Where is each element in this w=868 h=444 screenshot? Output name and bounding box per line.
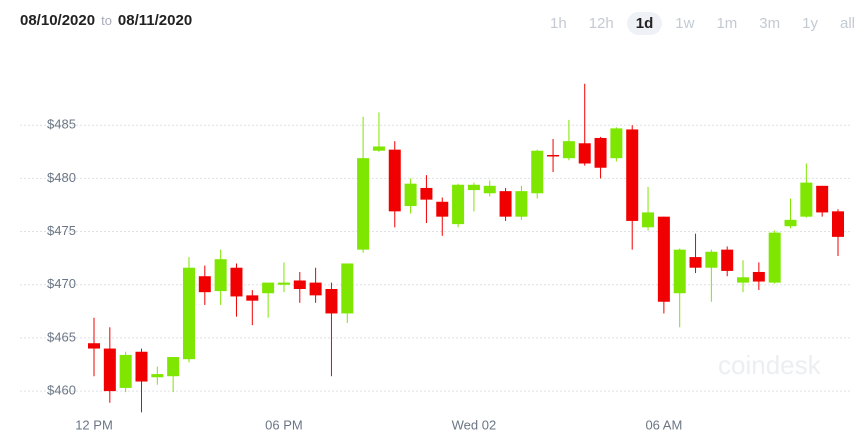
candle-body [372,146,385,151]
x-tick-label: Wed 02 [452,417,497,432]
x-tick-label: 06 PM [265,417,303,432]
candle-body [705,251,718,268]
candle-body [784,219,797,227]
to-word: to [101,13,112,28]
candle-body [198,276,211,293]
range-button[interactable]: 12h [588,15,614,32]
candle-body [562,141,575,159]
y-tick-label: $470 [47,276,76,291]
candle-body [436,201,449,217]
candle-body [594,137,607,168]
candle-body [357,158,370,250]
range-button[interactable]: 1y [802,15,818,32]
range-button[interactable]: 1m [716,15,738,32]
range-button[interactable]: 1d [626,12,663,35]
x-tick-label: 06 AM [645,417,682,432]
candle-body [167,357,180,377]
watermark: coindesk [718,350,822,380]
candle-body [547,154,560,157]
range-button[interactable]: 1h [550,15,567,32]
range-buttons: 1h 12h 1d 1w 1m 3m 1y all [541,12,864,35]
candle-body [119,354,132,388]
candle-body [578,143,591,164]
range-button[interactable]: 3m [759,15,781,32]
to-date: 08/11/2020 [117,12,193,29]
candle-body [404,183,417,207]
candle-body [657,216,670,302]
candle-body [673,249,686,294]
candle-body [752,271,765,282]
candle-body [499,191,512,217]
candle-body [325,288,338,314]
candle-body [452,184,465,225]
x-tick-label: 12 PM [75,417,113,432]
range-button[interactable]: 1w [675,15,695,32]
candle-body [689,257,702,268]
candle-body [214,259,227,292]
candle-body [721,249,734,271]
candle-body [309,282,322,296]
candle-body [483,185,496,194]
candle-body [610,128,623,159]
candle-body [467,184,480,191]
candle-body [800,182,813,217]
candle-body [420,187,433,200]
candle-body [388,149,401,212]
range-button[interactable]: all [839,15,855,32]
date-range: 08/10/2020 to 08/11/2020 [20,12,192,29]
y-tick-label: $465 [47,329,76,344]
candle-body [151,374,164,378]
candle-body [816,185,829,213]
y-tick-label: $485 [47,117,76,132]
candle-body [768,232,781,283]
candle-body [515,191,528,217]
candle-body [182,267,195,360]
candle-body [230,267,243,297]
candle-body [832,211,844,237]
candle-body [626,129,639,221]
from-date: 08/10/2020 [20,12,96,29]
y-tick-label: $460 [47,383,76,398]
candle-body [262,282,275,294]
candle-body [293,280,306,289]
candle-body [531,150,544,194]
candle-body [277,282,290,285]
candle-body [246,295,259,301]
y-tick-label: $475 [47,223,76,238]
candle-body [341,263,354,314]
candle-body [737,277,750,283]
y-tick-label: $480 [47,170,76,185]
candle-body [103,348,116,392]
candle-body [135,351,148,382]
candle-body [642,212,655,228]
candle-body [88,343,100,349]
